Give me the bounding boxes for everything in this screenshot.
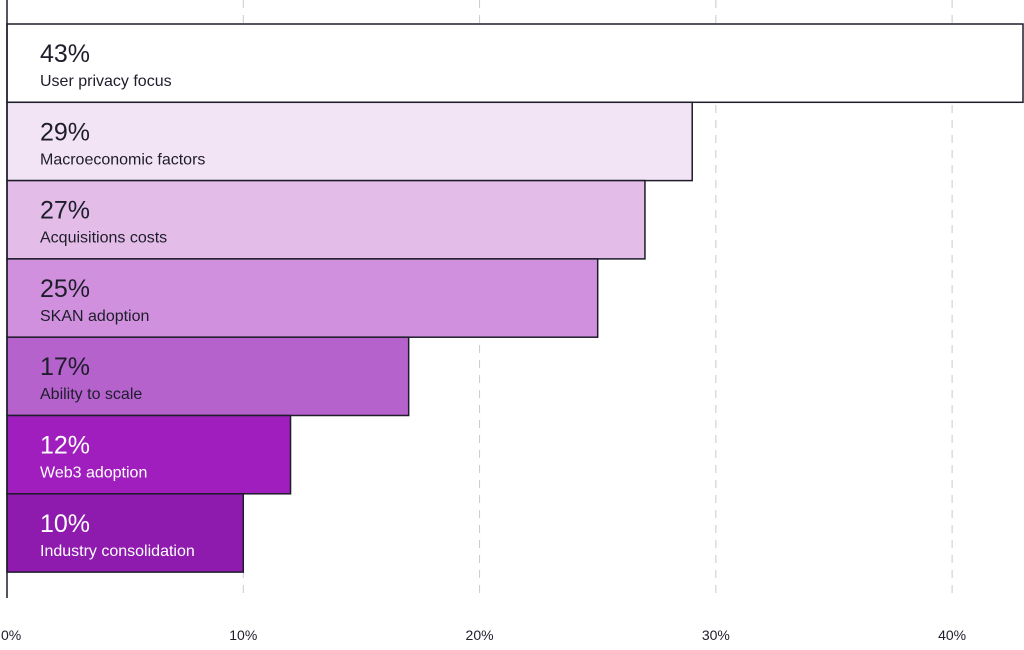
bar-category-label: SKAN adoption (40, 308, 149, 325)
bar-value-label: 25% (40, 275, 90, 303)
bar-category-label: User privacy focus (40, 73, 172, 90)
bar (6, 258, 599, 338)
bar-category-label: Industry consolidation (40, 543, 195, 560)
bar-value-label: 43% (40, 40, 90, 68)
bars: 43% User privacy focus 29% Macroeconomic fa… (6, 23, 1024, 573)
bar (6, 23, 1024, 104)
x-tick-label: 0% (1, 627, 21, 643)
bar (6, 179, 646, 260)
x-tick-label: 10% (229, 627, 257, 643)
bar-category-label: Macroeconomic factors (40, 151, 205, 168)
bar-group: 17% Ability to scale (6, 336, 410, 417)
bar-value-label: 27% (40, 197, 90, 225)
bar-group: 10% Industry consolidation (6, 493, 245, 573)
x-tick-label: 40% (938, 627, 966, 643)
bar-group: 25% SKAN adoption (6, 258, 599, 338)
bar (6, 101, 693, 182)
bar-category-label: Ability to scale (40, 386, 142, 403)
bar-category-label: Web3 adoption (40, 465, 147, 482)
x-axis-ticks: 0% 10% 20% 30% 40% (1, 627, 966, 643)
bar-group: 29% Macroeconomic factors (6, 101, 693, 182)
bar-category-label: Acquisitions costs (40, 230, 167, 247)
bar-group: 43% User privacy focus (6, 23, 1024, 104)
x-tick-label: 20% (466, 627, 494, 643)
bar (6, 414, 292, 495)
bar-group: 27% Acquisitions costs (6, 179, 646, 260)
bar (6, 493, 245, 573)
bar-value-label: 12% (40, 432, 90, 460)
bar-value-label: 29% (40, 118, 90, 146)
bar-value-label: 17% (40, 353, 90, 381)
x-tick-label: 30% (702, 627, 730, 643)
bar-value-label: 10% (40, 510, 90, 538)
bar-group: 12% Web3 adoption (6, 414, 292, 495)
